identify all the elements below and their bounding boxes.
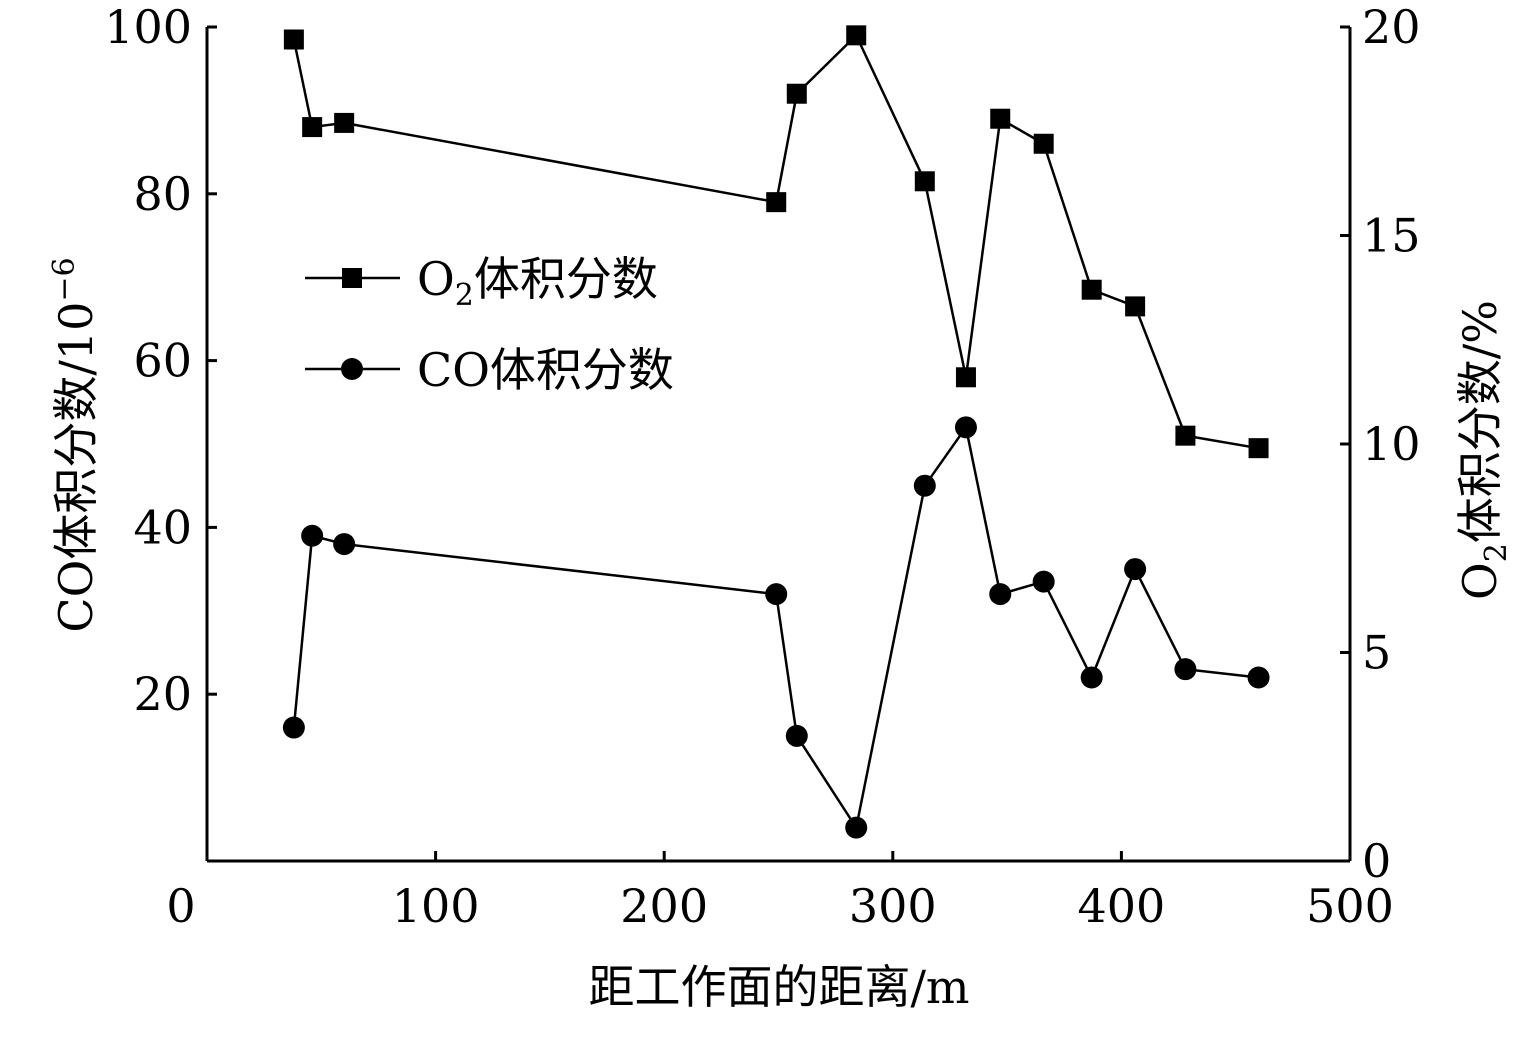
co-point: [1247, 666, 1270, 689]
co-point: [333, 533, 356, 556]
legend-o2-label: O2体积分数: [417, 252, 658, 313]
x-tick-label: 400: [1077, 879, 1165, 933]
co-point: [301, 524, 324, 547]
o2-point: [1125, 296, 1146, 317]
co-point: [282, 716, 305, 739]
right-y-axis-title: O2体积分数/%: [1453, 300, 1514, 600]
left-y-tick-label: 60: [133, 334, 192, 388]
left-y-tick-label: 40: [133, 500, 192, 554]
o2-point: [914, 171, 935, 192]
o2-point: [766, 192, 787, 213]
right-y-tick-label: 10: [1362, 417, 1421, 471]
series-layer: [282, 25, 1270, 839]
co-point: [1174, 658, 1197, 681]
left-y-tick-label: 100: [104, 0, 192, 54]
left-y-tick-label: 20: [133, 667, 192, 721]
x-tick-label: 200: [620, 879, 708, 933]
x-tick-label: 0: [166, 879, 195, 933]
axes: 0 100 200 300 400 500 20 40 60 80 100 0 5 10 15 20: [104, 0, 1420, 933]
co-point: [1124, 558, 1147, 581]
o2-point: [334, 112, 355, 133]
right-y-tick-label: 20: [1362, 0, 1421, 54]
o2-point: [1081, 279, 1102, 300]
x-axis-title: 距工作面的距离/m: [588, 960, 969, 1014]
co-point: [785, 724, 808, 747]
right-y-tick-label: 15: [1362, 209, 1421, 263]
o2-point: [283, 29, 304, 50]
o2-point: [1248, 438, 1269, 459]
co-series-line: [292, 424, 1259, 831]
o2-point: [302, 117, 323, 138]
co-point: [1032, 570, 1055, 593]
o2-point: [990, 108, 1011, 129]
o2-point: [955, 367, 976, 388]
x-tick-label: 500: [1306, 879, 1394, 933]
x-tick-label: 300: [849, 879, 937, 933]
co-point: [845, 816, 868, 839]
co-point: [765, 583, 788, 606]
right-y-tick-label: 0: [1362, 834, 1391, 888]
o2-point: [846, 25, 867, 46]
left-y-axis-title: CO体积分数/10−6: [47, 257, 103, 632]
left-y-tick-label: 80: [133, 167, 192, 221]
co-point: [1080, 666, 1103, 689]
right-y-tick-label: 5: [1362, 626, 1391, 680]
legend-co-marker: [341, 358, 363, 380]
axis-titles: 距工作面的距离/m CO体积分数/10−6 O2体积分数/%: [47, 257, 1514, 1014]
o2-point: [1033, 133, 1054, 154]
o2-point: [1175, 425, 1196, 446]
legend-co-label: CO体积分数: [417, 343, 674, 397]
o2-point: [786, 83, 807, 104]
co-point: [989, 583, 1012, 606]
co-point: [913, 474, 936, 497]
legend: O2体积分数 CO体积分数: [305, 252, 674, 397]
legend-o2-marker: [342, 268, 362, 288]
co-point: [954, 416, 977, 439]
x-tick-label: 100: [392, 879, 480, 933]
